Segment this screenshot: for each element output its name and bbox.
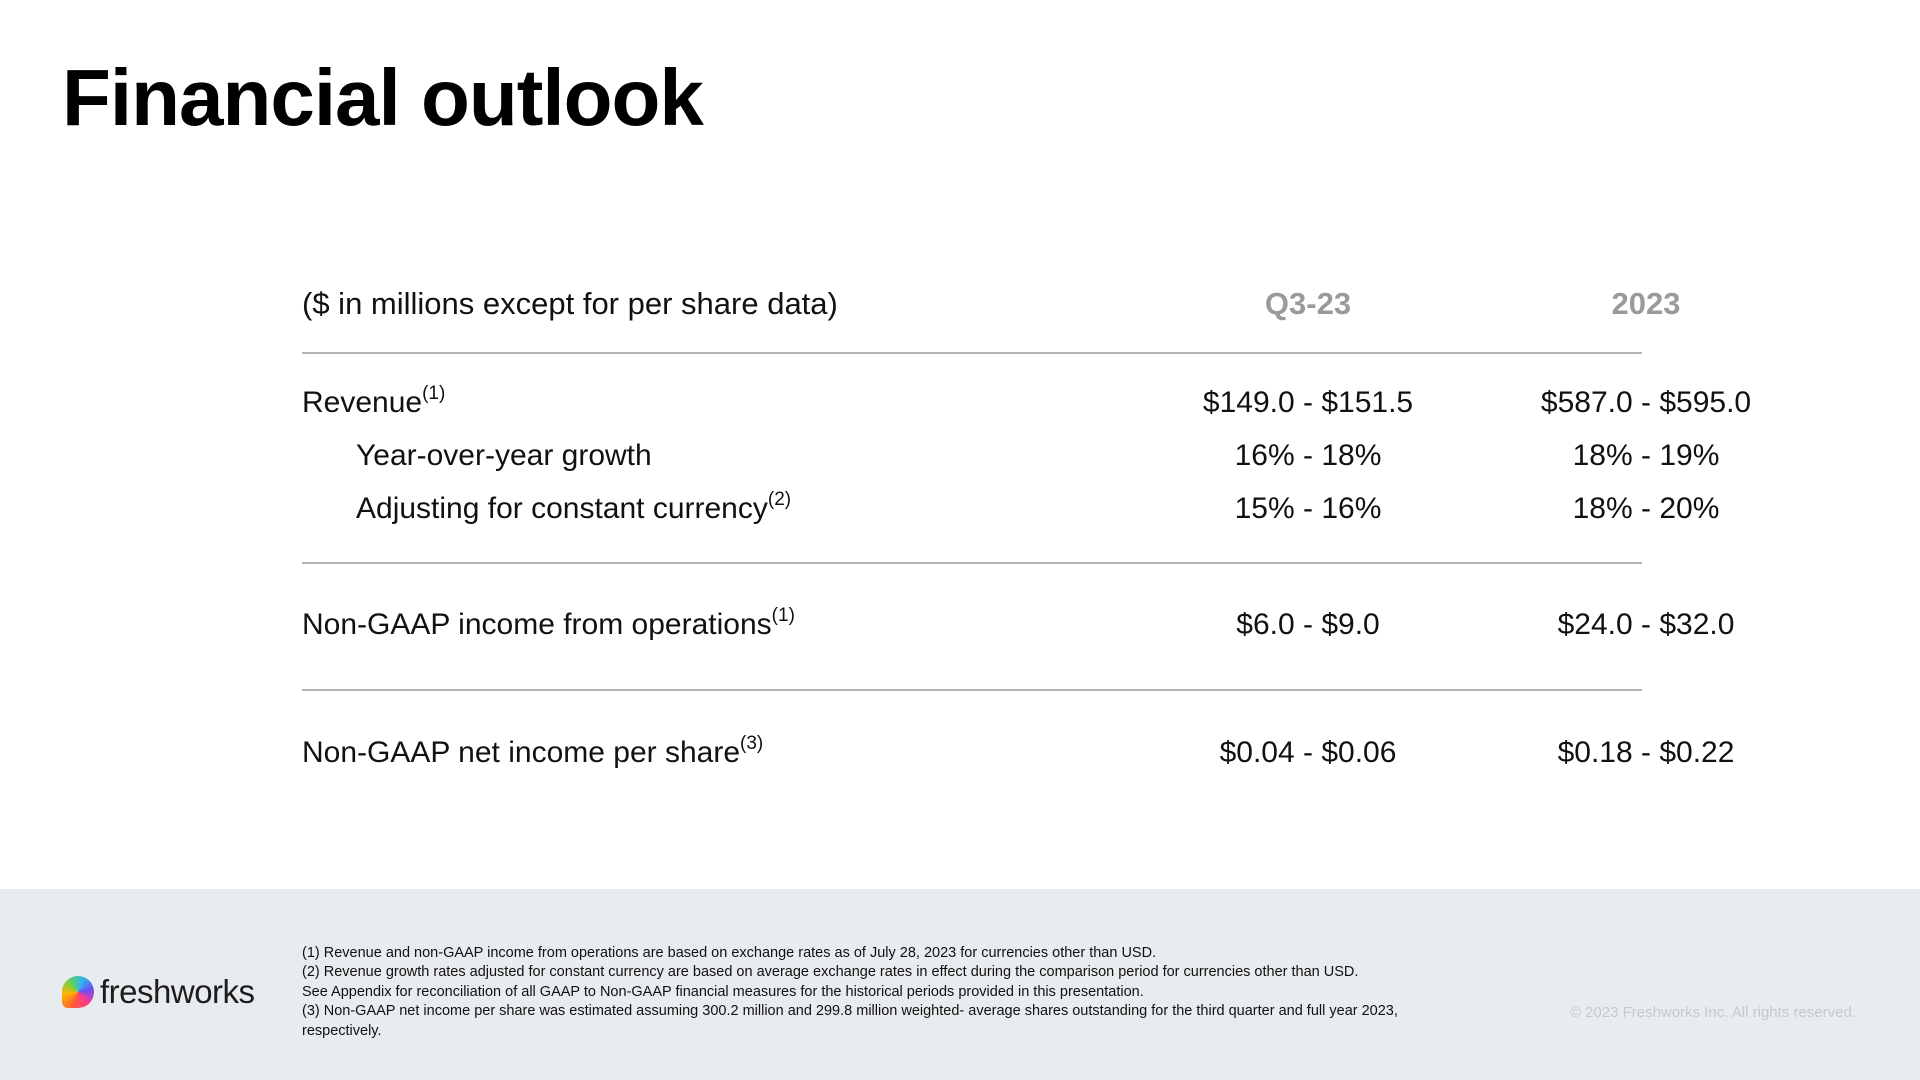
column-header-2023: 2023: [1611, 286, 1681, 321]
outlook-table: ($ in millions except for per share data…: [302, 270, 1751, 779]
revenue-2023: $587.0 - $595.0: [1540, 385, 1752, 419]
logo-text: freshworks: [100, 973, 255, 1010]
footer: freshworks (1) Revenue and non-GAAP inco…: [0, 889, 1920, 1080]
table-row-constant-currency: Adjusting for constant currency(2) 15% -…: [302, 482, 1719, 535]
constant-currency-q3-23: 15% - 16%: [1234, 491, 1382, 525]
yoy-growth-q3-23: 16% - 18%: [1234, 438, 1382, 472]
row-label-yoy-growth: Year-over-year growth: [356, 438, 652, 472]
footnote-line: (2) Revenue growth rates adjusted for co…: [302, 964, 1359, 981]
footnote-line: (3) Non-GAAP net income per share was es…: [302, 1003, 1398, 1020]
non-gaap-eps-2023: $0.18 - $0.22: [1557, 735, 1735, 769]
table-header-row: ($ in millions except for per share data…: [302, 270, 1680, 338]
row-label-constant-currency: Adjusting for constant currency(2): [356, 488, 792, 525]
row-label-non-gaap-eps: Non-GAAP net income per share(3): [302, 732, 764, 769]
table-divider: [302, 689, 1642, 691]
non-gaap-eps-q3-23: $0.04 - $0.06: [1219, 735, 1397, 769]
table-divider: [302, 562, 1642, 564]
table-divider: [302, 352, 1642, 354]
revenue-q3-23: $149.0 - $151.5: [1202, 385, 1414, 419]
page-title: Financial outlook: [62, 53, 704, 142]
freshworks-logo: freshworks: [62, 973, 255, 1011]
table-row-non-gaap-eps: Non-GAAP net income per share(3) $0.04 -…: [302, 726, 1734, 779]
footnote-marker: (3): [740, 732, 764, 754]
row-label-revenue: Revenue(1): [302, 382, 446, 419]
footnote-marker: (1): [422, 382, 446, 404]
footnote-marker: (2): [767, 488, 792, 510]
non-gaap-income-2023: $24.0 - $32.0: [1557, 607, 1735, 641]
column-header-q3-23: Q3-23: [1264, 286, 1352, 321]
footnotes: (1) Revenue and non-GAAP income from ope…: [302, 944, 1532, 1041]
non-gaap-income-q3-23: $6.0 - $9.0: [1236, 607, 1380, 641]
footnote-line: respectively.: [302, 1022, 382, 1039]
table-row-non-gaap-income: Non-GAAP income from operations(1) $6.0 …: [302, 598, 1734, 651]
freshworks-logo-icon: [62, 976, 94, 1008]
table-row-yoy-growth: Year-over-year growth 16% - 18% 18% - 19…: [302, 429, 1719, 482]
footnote-marker: (1): [771, 604, 795, 626]
constant-currency-2023: 18% - 20%: [1572, 491, 1720, 525]
copyright-text: © 2023 Freshworks Inc. All rights reserv…: [1569, 1004, 1856, 1021]
footnote-line: (1) Revenue and non-GAAP income from ope…: [302, 945, 1157, 961]
yoy-growth-2023: 18% - 19%: [1572, 438, 1720, 472]
table-row-revenue: Revenue(1) $149.0 - $151.5 $587.0 - $595…: [302, 376, 1751, 429]
table-header-label: ($ in millions except for per share data…: [302, 286, 838, 321]
footnote-line: See Appendix for reconciliation of all G…: [302, 983, 1144, 1000]
row-label-non-gaap-income: Non-GAAP income from operations(1): [302, 604, 795, 641]
